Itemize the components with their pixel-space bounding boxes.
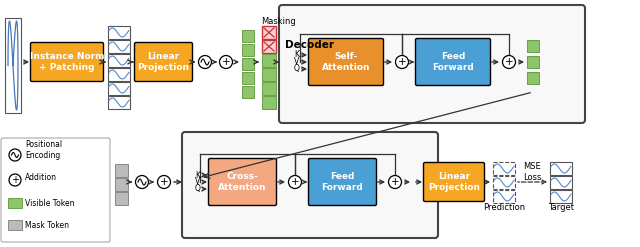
Text: Mask Token: Mask Token bbox=[25, 221, 69, 229]
FancyBboxPatch shape bbox=[308, 159, 376, 206]
Bar bbox=[527, 56, 539, 68]
Text: Masking: Masking bbox=[260, 17, 296, 26]
Circle shape bbox=[198, 56, 211, 68]
Text: Positional
Encoding: Positional Encoding bbox=[25, 140, 62, 160]
FancyBboxPatch shape bbox=[31, 42, 104, 82]
Text: Visible Token: Visible Token bbox=[25, 199, 74, 207]
Text: Cross-
Attention: Cross- Attention bbox=[218, 172, 267, 192]
Text: +: + bbox=[291, 177, 300, 187]
Bar bbox=[115, 164, 128, 177]
Text: Decoder: Decoder bbox=[285, 40, 335, 50]
Text: +: + bbox=[397, 57, 406, 67]
Bar bbox=[262, 82, 276, 95]
Text: Feed
Forward: Feed Forward bbox=[322, 172, 364, 192]
Bar bbox=[550, 176, 572, 189]
FancyBboxPatch shape bbox=[1, 138, 110, 242]
Bar bbox=[8, 220, 22, 230]
FancyBboxPatch shape bbox=[134, 42, 193, 82]
Circle shape bbox=[9, 149, 21, 161]
Bar bbox=[242, 86, 254, 98]
FancyBboxPatch shape bbox=[279, 5, 585, 123]
Circle shape bbox=[220, 56, 232, 68]
Text: Addition: Addition bbox=[25, 173, 57, 183]
Bar bbox=[527, 40, 539, 52]
Bar bbox=[242, 72, 254, 84]
Text: Self-
Attention: Self- Attention bbox=[322, 52, 371, 72]
Bar bbox=[8, 198, 22, 208]
Text: Q: Q bbox=[195, 185, 201, 193]
Text: Target: Target bbox=[548, 203, 574, 211]
FancyBboxPatch shape bbox=[209, 159, 276, 206]
Text: +: + bbox=[505, 57, 513, 67]
Bar bbox=[108, 82, 130, 95]
FancyBboxPatch shape bbox=[415, 39, 490, 85]
Bar bbox=[262, 54, 276, 67]
Text: +: + bbox=[11, 175, 19, 185]
Bar bbox=[5, 18, 21, 113]
Bar bbox=[242, 58, 254, 70]
Circle shape bbox=[502, 56, 515, 68]
Bar bbox=[115, 178, 128, 191]
Bar bbox=[108, 54, 130, 67]
Text: +: + bbox=[160, 177, 168, 187]
Circle shape bbox=[396, 56, 408, 68]
Text: K: K bbox=[294, 50, 299, 60]
Text: +: + bbox=[390, 177, 399, 187]
Bar bbox=[527, 72, 539, 84]
FancyBboxPatch shape bbox=[424, 163, 484, 202]
Bar bbox=[108, 26, 130, 39]
Bar bbox=[242, 30, 254, 42]
Circle shape bbox=[157, 176, 170, 188]
Bar bbox=[493, 190, 515, 203]
FancyBboxPatch shape bbox=[182, 132, 438, 238]
Text: MSE
Loss: MSE Loss bbox=[523, 162, 541, 182]
Circle shape bbox=[9, 174, 21, 186]
Bar bbox=[242, 44, 254, 56]
Bar bbox=[550, 162, 572, 175]
Bar bbox=[108, 68, 130, 81]
Bar bbox=[262, 68, 276, 81]
Bar bbox=[262, 96, 276, 109]
Text: K: K bbox=[195, 170, 200, 180]
Text: Q: Q bbox=[294, 64, 300, 74]
Circle shape bbox=[388, 176, 401, 188]
Bar bbox=[550, 190, 572, 203]
Bar bbox=[108, 40, 130, 53]
Bar bbox=[108, 96, 130, 109]
Bar bbox=[115, 192, 128, 205]
Text: V: V bbox=[195, 178, 200, 186]
Text: Linear
Projection: Linear Projection bbox=[138, 52, 189, 72]
Text: Feed
Forward: Feed Forward bbox=[432, 52, 474, 72]
Text: Prediction: Prediction bbox=[483, 203, 525, 211]
Text: Linear
Projection: Linear Projection bbox=[428, 172, 480, 192]
Bar bbox=[493, 176, 515, 189]
Text: V: V bbox=[294, 58, 300, 66]
FancyBboxPatch shape bbox=[308, 39, 383, 85]
Bar bbox=[493, 162, 515, 175]
Circle shape bbox=[136, 176, 148, 188]
Bar bbox=[262, 40, 276, 53]
Text: +: + bbox=[221, 57, 230, 67]
Bar bbox=[262, 26, 276, 39]
Text: Instance Norm
+ Patching: Instance Norm + Patching bbox=[29, 52, 104, 72]
Circle shape bbox=[289, 176, 301, 188]
